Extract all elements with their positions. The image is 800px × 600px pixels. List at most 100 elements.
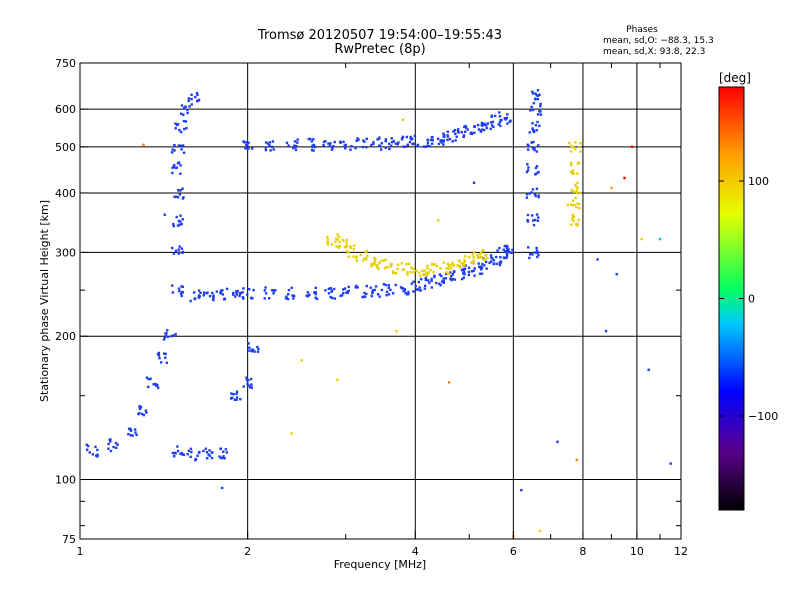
data-point — [449, 277, 452, 281]
data-point — [411, 267, 415, 270]
data-point — [623, 176, 626, 180]
data-point — [451, 262, 454, 266]
data-point — [235, 396, 239, 399]
data-point — [412, 271, 416, 274]
data-point — [186, 108, 189, 112]
data-point — [442, 133, 446, 137]
data-point — [173, 195, 176, 199]
data-point — [472, 269, 475, 273]
data-point — [486, 257, 489, 260]
data-point — [530, 105, 533, 109]
data-point — [394, 272, 397, 275]
data-point — [347, 255, 350, 258]
data-point — [576, 187, 579, 190]
data-point — [222, 298, 226, 301]
data-point — [205, 450, 209, 454]
data-point — [163, 336, 166, 339]
data-point — [195, 91, 199, 95]
data-point — [444, 277, 447, 280]
data-point — [506, 250, 509, 254]
data-point — [296, 138, 299, 141]
data-point — [445, 271, 448, 274]
data-point — [446, 135, 450, 138]
data-point — [172, 252, 176, 255]
data-point — [440, 274, 443, 278]
data-point — [464, 124, 467, 128]
data-point — [377, 137, 381, 140]
data-point — [569, 144, 573, 148]
x-tick-label: 12 — [674, 545, 688, 558]
data-point — [454, 132, 457, 136]
data-point — [349, 246, 352, 250]
data-point — [292, 146, 295, 150]
data-point — [426, 138, 430, 142]
data-point — [412, 290, 415, 293]
data-point — [422, 145, 426, 148]
data-point — [472, 259, 475, 262]
plot-frame — [79, 62, 682, 540]
data-point — [417, 271, 421, 274]
data-point — [250, 386, 254, 389]
data-point — [406, 273, 409, 276]
data-point — [480, 256, 484, 259]
data-point — [533, 193, 537, 196]
data-point — [372, 262, 376, 265]
data-point — [433, 263, 436, 266]
data-point — [108, 438, 111, 441]
data-point — [394, 142, 397, 145]
data-point — [566, 203, 570, 207]
data-point — [499, 124, 502, 128]
data-point — [171, 291, 175, 294]
data-point — [478, 265, 481, 269]
data-point — [363, 291, 366, 295]
data-point — [472, 181, 476, 185]
data-point — [308, 293, 311, 297]
data-point — [179, 452, 182, 456]
data-point — [174, 333, 177, 336]
data-point — [176, 196, 180, 199]
data-point — [171, 451, 175, 455]
data-point — [508, 251, 511, 254]
data-point — [505, 116, 509, 120]
data-point — [179, 189, 182, 192]
data-point — [171, 166, 174, 169]
data-point — [491, 120, 495, 124]
data-point — [462, 262, 465, 265]
data-point — [490, 124, 494, 127]
data-point — [349, 148, 352, 151]
data-point — [534, 194, 537, 198]
data-point — [256, 345, 259, 349]
data-point — [506, 254, 509, 257]
data-point — [220, 456, 224, 460]
data-point — [232, 291, 235, 295]
data-point — [264, 148, 268, 152]
data-point — [177, 251, 181, 254]
data-point — [578, 191, 582, 195]
data-point — [347, 285, 350, 289]
data-point — [219, 292, 222, 295]
data-point — [149, 377, 152, 381]
data-point — [355, 284, 358, 288]
data-point — [536, 219, 540, 222]
data-point — [533, 218, 537, 222]
data-point — [539, 104, 542, 108]
data-point — [248, 287, 251, 291]
data-point — [178, 290, 181, 293]
data-point — [478, 272, 482, 275]
data-point — [386, 265, 389, 269]
colorbar-label: [deg] — [719, 71, 751, 85]
data-point — [250, 350, 254, 353]
data-point — [253, 350, 256, 353]
data-point — [530, 214, 534, 217]
data-point — [322, 143, 325, 147]
data-point — [230, 392, 233, 395]
data-point — [180, 104, 184, 107]
data-point — [430, 286, 434, 289]
data-point — [329, 295, 332, 299]
data-point — [431, 263, 434, 267]
data-point — [371, 290, 374, 294]
data-point — [532, 101, 536, 105]
data-point — [435, 264, 438, 268]
data-point — [145, 411, 148, 414]
data-point — [382, 259, 386, 262]
